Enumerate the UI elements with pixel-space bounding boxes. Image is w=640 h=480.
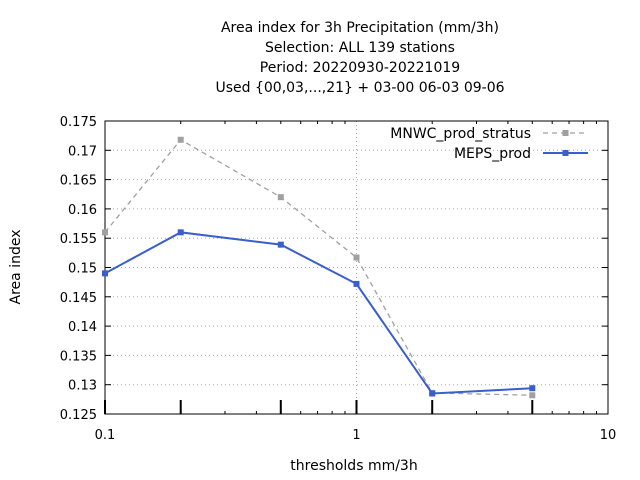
legend: MNWC_prod_stratus MEPS_prod (390, 126, 588, 162)
y-tick-label: 0.16 (68, 203, 97, 218)
legend-label: MEPS_prod (454, 146, 531, 162)
y-tick-label: 0.125 (60, 408, 97, 423)
y-tick-label: 0.135 (60, 349, 97, 364)
data-point (177, 229, 184, 236)
data-point (429, 390, 436, 397)
data-point (353, 280, 360, 287)
series-line-MEPS_prod (104, 231, 533, 395)
y-tick-label: 0.15 (68, 262, 97, 277)
y-axis-title: Area index (8, 230, 24, 305)
data-point (102, 270, 108, 277)
x-axis-title: thresholds mm/3h (290, 458, 417, 474)
data-point (277, 194, 284, 201)
series-layer (102, 136, 536, 399)
legend-marker (562, 130, 569, 136)
y-tick-label: 0.145 (60, 291, 97, 306)
title-line-4: Used {00,03,...,21} + 03-00 06-03 09-06 (215, 80, 505, 96)
legend-label: MNWC_prod_stratus (390, 126, 531, 142)
data-point (102, 229, 108, 236)
plot-frame (104, 120, 609, 415)
grid (105, 121, 608, 414)
data-point (177, 136, 184, 143)
axes: 0.125 0.13 0.135 0.14 0.145 0.15 0.155 0.16 0.16… (60, 115, 616, 443)
y-tick-label: 0.155 (60, 232, 97, 247)
series-line-MNWC_prod_stratus (104, 138, 533, 396)
x-tick-label: 0.1 (95, 428, 116, 443)
data-point (529, 385, 536, 392)
y-tick-label: 0.13 (68, 379, 97, 394)
title-line-3: Period: 20220930-20221019 (259, 60, 461, 76)
y-tick-label: 0.165 (60, 174, 97, 189)
data-point (353, 254, 360, 261)
y-tick-label: 0.175 (60, 115, 97, 130)
legend-marker (562, 150, 569, 156)
title-line-2: Selection: ALL 139 stations (265, 40, 455, 56)
x-tick-label: 1 (352, 428, 360, 443)
x-tick-label: 10 (600, 428, 617, 443)
title-line-1: Area index for 3h Precipitation (mm/3h) (220, 20, 499, 36)
data-point (529, 392, 536, 399)
data-point (277, 241, 284, 248)
y-tick-label: 0.14 (68, 320, 97, 335)
y-tick-label: 0.17 (68, 144, 97, 159)
